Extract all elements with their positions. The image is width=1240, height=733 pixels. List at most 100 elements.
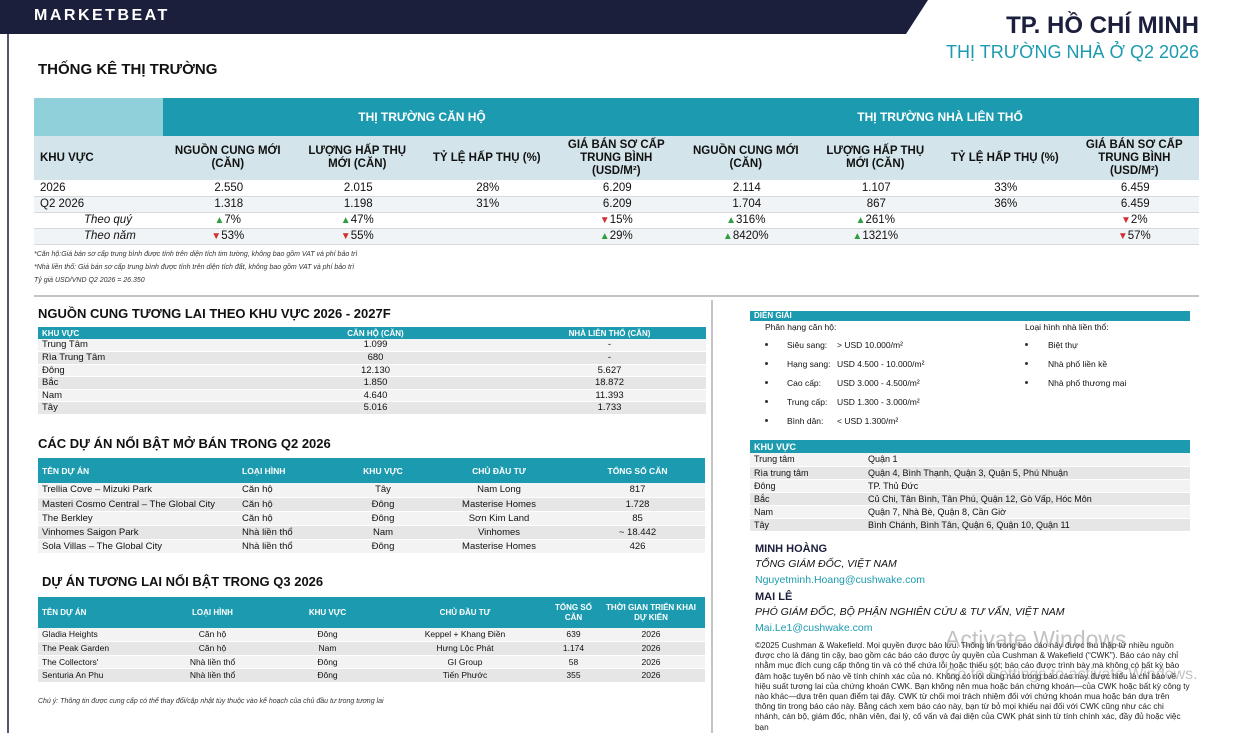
data-row: Bắc Củ Chi, Tân Bình, Tân Phú, Quận 12, G… (750, 492, 1190, 505)
change-row: Theo quý ▲7% ▲47% ▼15% ▲316% ▲261% ▼2% (34, 212, 1200, 228)
footnote: Tỷ giá USD/VND Q2 2026 = 26.350 (34, 277, 145, 284)
section-title: THỐNG KÊ THỊ TRƯỜNG (38, 61, 218, 78)
data-cell: Căn hộ (242, 512, 273, 524)
column-header: NGUỒN CUNG MỚI (CĂN) (174, 145, 281, 170)
data-cell: Quận 1 (868, 454, 898, 465)
footnote: *Căn hộ:Giá bán sơ cấp trung bình được t… (34, 251, 358, 258)
data-row: 2026 2.550 2.015 28% 6.209 2.114 1.107 33% 6.459 (34, 180, 1200, 196)
data-row: Senturia An Phu Nhà liền thổ Đông Tiến Phướ… (38, 668, 705, 682)
data-cell: Tây (754, 519, 770, 530)
data-row: The Collectors' Nhà liền thổ Đông GI Group 5… (38, 655, 705, 669)
change-value: 15% (609, 214, 633, 226)
data-cell: Nam (42, 389, 63, 401)
data-cell: Q2 2026 (40, 198, 85, 210)
data-cell: Đông (317, 629, 338, 640)
contact-email[interactable]: Mai.Le1@cushwake.com (755, 622, 873, 634)
city: TP. HỒ CHÍ MINH (1006, 12, 1199, 39)
change-cell: ▼15% (552, 212, 682, 228)
change-label: Theo quý (84, 214, 132, 226)
column-header: GIÁ BÁN SƠ CẤP TRUNG BÌNH (USD/M²) (1085, 138, 1183, 177)
change-arrow: ▲ (340, 215, 351, 226)
data-cell: Masterise Homes (462, 498, 536, 510)
change-label: Theo năm (84, 230, 136, 242)
data-cell: 5.627 (597, 364, 622, 376)
change-cell (940, 228, 1070, 244)
legend-heading: Loại hình nhà liền thổ: (1025, 322, 1109, 332)
change-cell: ▼2% (1070, 212, 1200, 228)
column-header: THỜI GIAN TRIỂN KHAI DỰ KIẾN (606, 602, 696, 622)
change-value: 53% (221, 230, 245, 242)
data-cell: Nam (318, 643, 337, 653)
data-row: Tây 5.016 1.733 (38, 401, 706, 415)
data-cell: Nam Long (477, 484, 521, 496)
data-cell: Đông (371, 540, 395, 552)
header-row: TÊN DỰ ÁN LOẠI HÌNH KHU VỰC CHỦ ĐẦU TƯ TỔNG … (38, 597, 705, 628)
contact-email[interactable]: Nguyetminh.Hoang@cushwake.com (755, 574, 925, 586)
column-header: CHỦ ĐẦU TƯ (439, 607, 491, 617)
data-row: Rìa Trung Tâm 680 - (38, 351, 706, 365)
header-row: KHU VỰC NGUỒN CUNG MỚI (CĂN) LƯỢNG HẤP THỤ… (34, 136, 1200, 180)
data-cell: 18.872 (594, 377, 625, 389)
data-cell: 11.393 (595, 389, 624, 401)
data-cell: 817 (629, 484, 646, 496)
data-cell: The Berkley (42, 512, 93, 524)
change-arrow: ▼ (340, 231, 351, 242)
data-cell: Nam (372, 526, 394, 538)
data-cell: 6.459 (1120, 198, 1150, 210)
grade-name: Bình dân: (787, 416, 824, 426)
column-header: KHU VỰC (42, 328, 80, 338)
data-cell: Quận 4, Bình Thạnh, Quận 3, Quận 5, Phú … (868, 467, 1068, 478)
data-cell: 867 (866, 198, 886, 210)
change-value: 8420% (732, 230, 769, 242)
data-cell: Vinhomes Saigon Park (42, 526, 139, 538)
data-cell: 1.704 (732, 198, 762, 210)
data-cell: Nhà liền thổ (189, 670, 236, 680)
data-cell: Đông (317, 670, 338, 680)
change-value: 29% (609, 230, 633, 242)
data-cell: Căn hộ (198, 643, 227, 653)
data-cell: 2026 (641, 629, 661, 640)
data-row: The Peak Garden Căn hộ Nam Hưng Lộc Phát 1.1… (38, 641, 705, 655)
change-cell (940, 212, 1070, 228)
data-cell: Nhà liền thổ (242, 526, 293, 538)
data-cell: Rìa Trung Tâm (42, 352, 106, 364)
data-row: Q2 2026 1.318 1.198 31% 6.209 1.704 867 36% 6.45… (34, 196, 1200, 212)
change-value: 2% (1130, 214, 1148, 226)
data-cell: The Peak Garden (42, 643, 110, 653)
section-title: CÁC DỰ ÁN NỔI BẬT MỞ BÁN TRONG Q2 2026 (38, 436, 331, 451)
data-cell: Gladia Heights (42, 629, 98, 640)
column-header: NGUỒN CUNG MỚI (CĂN) (692, 145, 799, 170)
data-row: Trung Tâm 1.099 - (38, 339, 706, 352)
data-cell: Đông (371, 498, 395, 510)
data-row: Đông 12.130 5.627 (38, 364, 706, 377)
change-arrow: ▼ (599, 215, 610, 226)
grade-range: > USD 10.000/m² (837, 340, 903, 350)
change-cell: ▼55% (293, 228, 423, 244)
change-cell (422, 212, 552, 228)
change-value: 57% (1127, 230, 1151, 242)
data-cell: 6.209 (602, 181, 632, 194)
data-cell: Nhà liền thổ (189, 656, 236, 667)
group-row: THỊ TRƯỜNG CĂN HỘ THỊ TRƯỜNG NHÀ LIÊN THỔ (34, 98, 1200, 136)
data-row: Vinhomes Saigon Park Nhà liền thổ Nam Vinho… (38, 525, 705, 539)
data-cell: 36% (994, 198, 1018, 210)
data-cell: 1.728 (625, 498, 650, 510)
data-cell: 4.640 (363, 389, 388, 401)
bullet (765, 343, 768, 346)
column-header: GIÁ BÁN SƠ CẤP TRUNG BÌNH (USD/M²) (567, 138, 665, 177)
data-cell: 426 (629, 540, 646, 552)
column-header: TỶ LỆ HẤP THỤ (%) (950, 151, 1059, 164)
data-cell: 2026 (641, 670, 661, 680)
grade-range: USD 1.300 - 3.000/m² (837, 397, 920, 407)
data-cell: Senturia An Phu (42, 670, 104, 680)
data-cell: 2.114 (732, 181, 761, 194)
change-arrow: ▲ (855, 215, 866, 226)
data-cell: Căn hộ (242, 498, 273, 510)
data-cell: 5.016 (363, 402, 388, 414)
change-value: 47% (350, 214, 374, 226)
change-cell: ▲47% (293, 212, 423, 228)
change-value: 261% (865, 214, 895, 226)
change-value: 316% (736, 214, 766, 226)
